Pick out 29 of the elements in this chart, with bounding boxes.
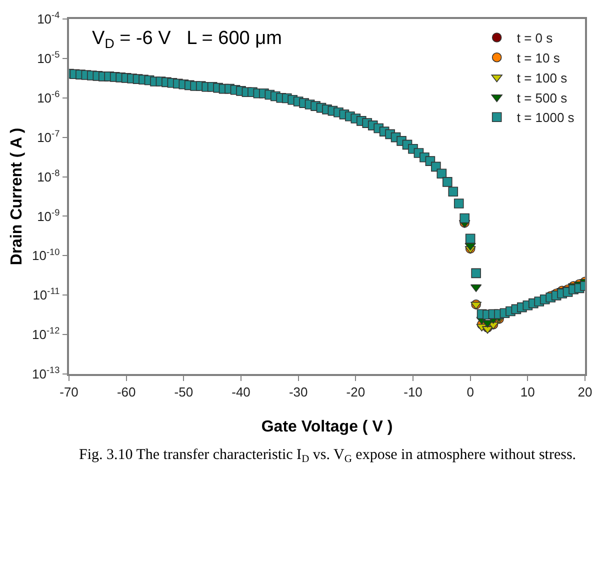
y-axis-title: Drain Current ( A ) — [8, 128, 26, 266]
legend-label: t = 100 s — [516, 70, 568, 86]
y-tick-label: 10$^{-10}$ — [32, 246, 60, 264]
y-tick-label: 10$^{-4}$ — [37, 10, 60, 27]
y-tick-label: 10$^{-13}$ — [32, 365, 60, 382]
x-tick-label: -40 — [232, 384, 250, 400]
x-tick-label: -30 — [288, 384, 308, 400]
y-tick-label: 10$^{-7}$ — [37, 128, 60, 145]
x-tick-label: -70 — [60, 384, 78, 400]
x-tick-label: 20 — [578, 384, 592, 400]
x-tick-label: 10 — [520, 384, 535, 400]
x-tick-label: 0 — [466, 384, 474, 400]
y-tick-label: 10$^{-5}$ — [37, 50, 60, 66]
x-tick-label: -50 — [174, 384, 194, 400]
x-tick-label: -20 — [346, 384, 366, 400]
y-tick-label: 10$^{-8}$ — [37, 168, 60, 184]
y-tick-label: 10$^{-11}$ — [32, 286, 60, 303]
legend-label: t = 500 s — [516, 90, 568, 106]
x-axis-title: Gate Voltage ( V ) — [261, 418, 393, 436]
x-tick-label: -60 — [116, 384, 136, 400]
legend-label: t = 10 s — [516, 50, 560, 66]
annotation: V$_{D}$ = -6 V L = 600 μm — [92, 28, 282, 51]
caption: Fig. 3.10 The transfer characteristic I$_{D}$ vs. V$_{G}$ expose in atmosphere without stress. — [79, 447, 576, 466]
y-tick-label: 10$^{-12}$ — [32, 326, 60, 342]
x-tick-label: -10 — [404, 384, 422, 400]
legend-label: t = 1000 s — [516, 110, 575, 126]
y-tick-label: 10$^{-6}$ — [37, 88, 60, 106]
y-tick-label: 10$^{-9}$ — [37, 207, 60, 224]
legend-label: t = 0 s — [516, 30, 554, 46]
